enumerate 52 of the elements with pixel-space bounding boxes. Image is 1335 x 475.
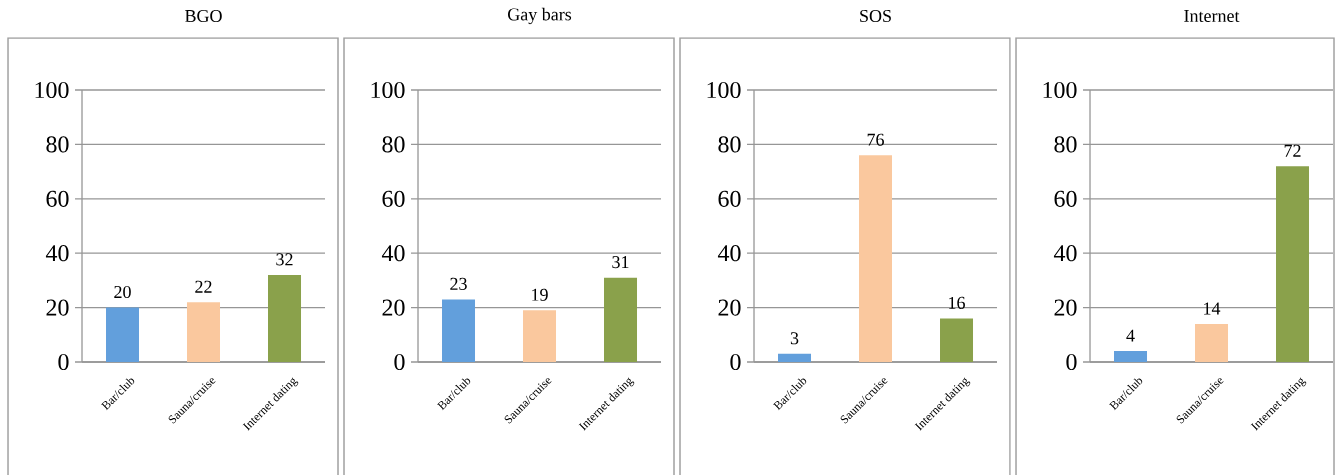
- data-label: 20: [114, 285, 131, 299]
- y-tick-label: 20: [46, 299, 69, 316]
- bar: [1195, 323, 1229, 362]
- data-label: 3: [790, 332, 799, 345]
- y-tick-label: 100: [707, 81, 741, 99]
- y-tick-label: 80: [1054, 136, 1077, 153]
- data-label: 31: [612, 256, 629, 269]
- data-label: 32: [276, 253, 293, 266]
- y-tick-label: 100: [371, 81, 405, 99]
- chart-title: Internet: [1184, 10, 1240, 22]
- y-tick-label: 100: [35, 81, 69, 99]
- bar: [1276, 166, 1310, 362]
- bar: [778, 353, 812, 362]
- y-tick-label: 0: [58, 353, 69, 371]
- bar: [1114, 351, 1148, 362]
- y-tick-label: 60: [1054, 190, 1077, 207]
- data-label: 23: [450, 277, 467, 290]
- data-label: 4: [1126, 329, 1135, 342]
- y-tick-label: 0: [394, 353, 405, 371]
- data-label: 19: [532, 288, 548, 301]
- y-tick-label: 40: [381, 245, 405, 262]
- bar: [268, 274, 302, 362]
- y-tick-label: 60: [718, 190, 741, 207]
- y-tick-label: 60: [46, 190, 69, 207]
- y-tick-label: 0: [730, 353, 741, 371]
- y-tick-label: 60: [382, 190, 405, 207]
- y-tick-label: 80: [382, 136, 405, 153]
- chart-title: BGO: [185, 9, 222, 23]
- y-tick-label: 80: [46, 136, 69, 153]
- bar: [604, 277, 638, 362]
- bar: [187, 302, 221, 362]
- bar: [442, 299, 476, 362]
- y-tick-label: 80: [718, 136, 741, 153]
- y-tick-label: 20: [718, 299, 741, 316]
- bar: [859, 155, 893, 362]
- bar: [106, 307, 140, 362]
- y-tick-label: 0: [1066, 353, 1077, 371]
- bar: [523, 310, 557, 362]
- data-label: 22: [195, 280, 212, 293]
- data-label: 72: [1284, 144, 1301, 157]
- y-tick-label: 20: [382, 299, 405, 316]
- y-tick-label: 40: [1053, 245, 1077, 262]
- y-tick-label: 100: [1043, 81, 1077, 99]
- bar: [940, 318, 974, 362]
- chart-title: SOS: [860, 9, 891, 23]
- data-label: 76: [867, 133, 884, 146]
- y-tick-label: 40: [45, 245, 69, 262]
- y-tick-label: 40: [717, 245, 741, 262]
- chart-title: Gay bars: [508, 7, 572, 25]
- y-tick-label: 20: [1054, 299, 1077, 316]
- data-label: 16: [949, 296, 965, 309]
- data-label: 14: [1204, 302, 1221, 315]
